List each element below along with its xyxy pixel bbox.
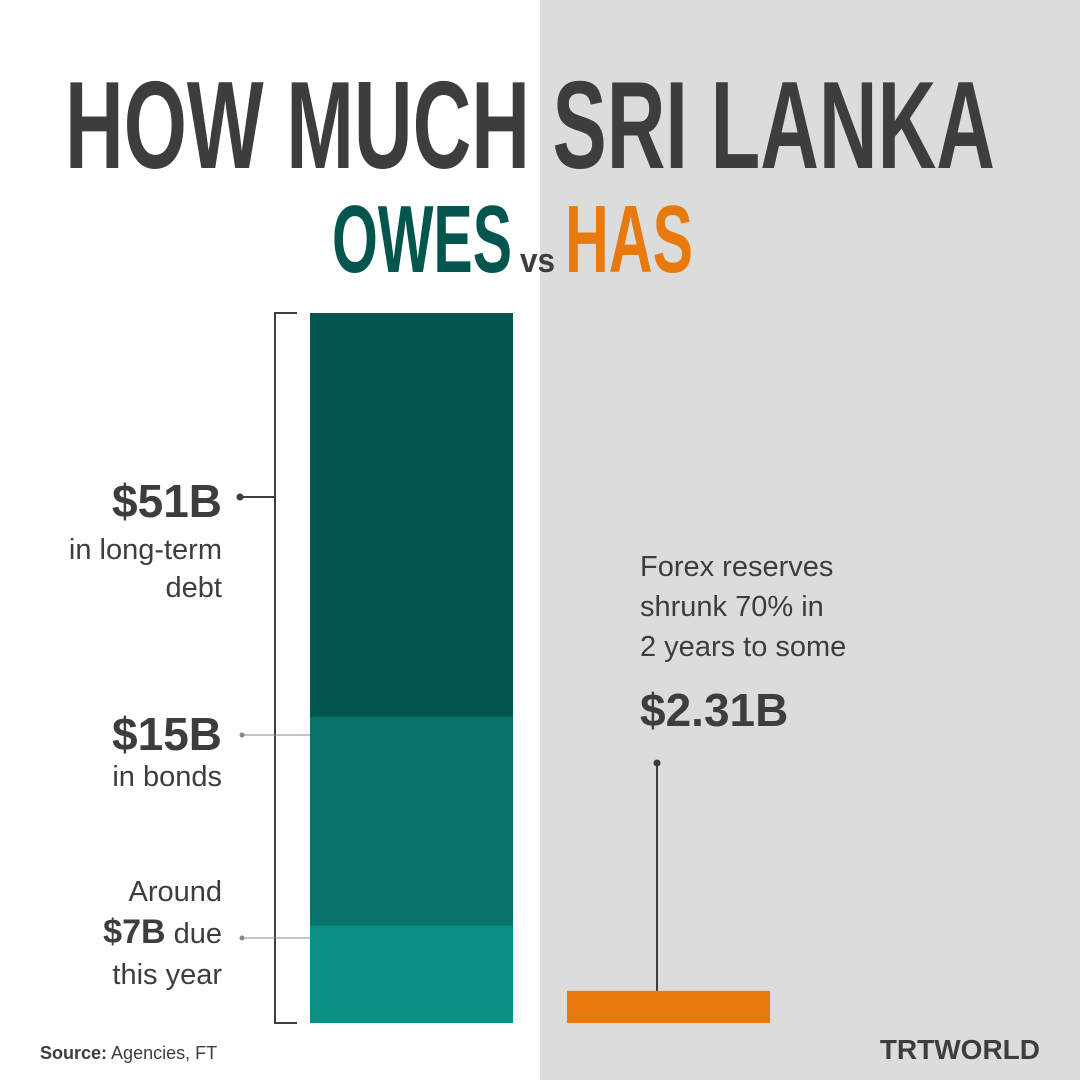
title: HOW MUCH SRI LANKA: [65, 57, 995, 195]
source: Source: Agencies, FT: [40, 1043, 217, 1063]
caption: in bonds: [112, 761, 222, 793]
bar-segment: [310, 716, 513, 926]
bar: [567, 990, 770, 1023]
value-line: $7B due: [103, 913, 222, 951]
caption: this year: [112, 959, 222, 991]
has-label: HAS: [565, 186, 693, 293]
prefix: Around: [128, 876, 222, 908]
connector-dot: [653, 759, 661, 767]
value-label: $2.31B: [640, 684, 788, 736]
owes-label: OWES: [332, 186, 512, 293]
bracket: [274, 312, 297, 1024]
caption: Forex reserves: [640, 551, 833, 583]
source-label: Source:: [40, 1043, 107, 1063]
right-panel: [540, 0, 1080, 1080]
value-label: $15B: [112, 708, 222, 760]
caption: shrunk 70% in: [640, 591, 824, 623]
brand: TRTWORLD: [880, 1034, 1040, 1065]
caption: 2 years to some: [640, 631, 846, 663]
caption: debt: [166, 572, 222, 604]
value-label: $51B: [112, 475, 222, 527]
source-text: Agencies, FT: [111, 1043, 217, 1063]
caption: in long-term: [69, 534, 222, 566]
value-label: $7B: [103, 913, 165, 951]
vs-label: vs: [520, 242, 555, 280]
caption: due: [174, 918, 222, 950]
bar-segment: [310, 925, 513, 1023]
